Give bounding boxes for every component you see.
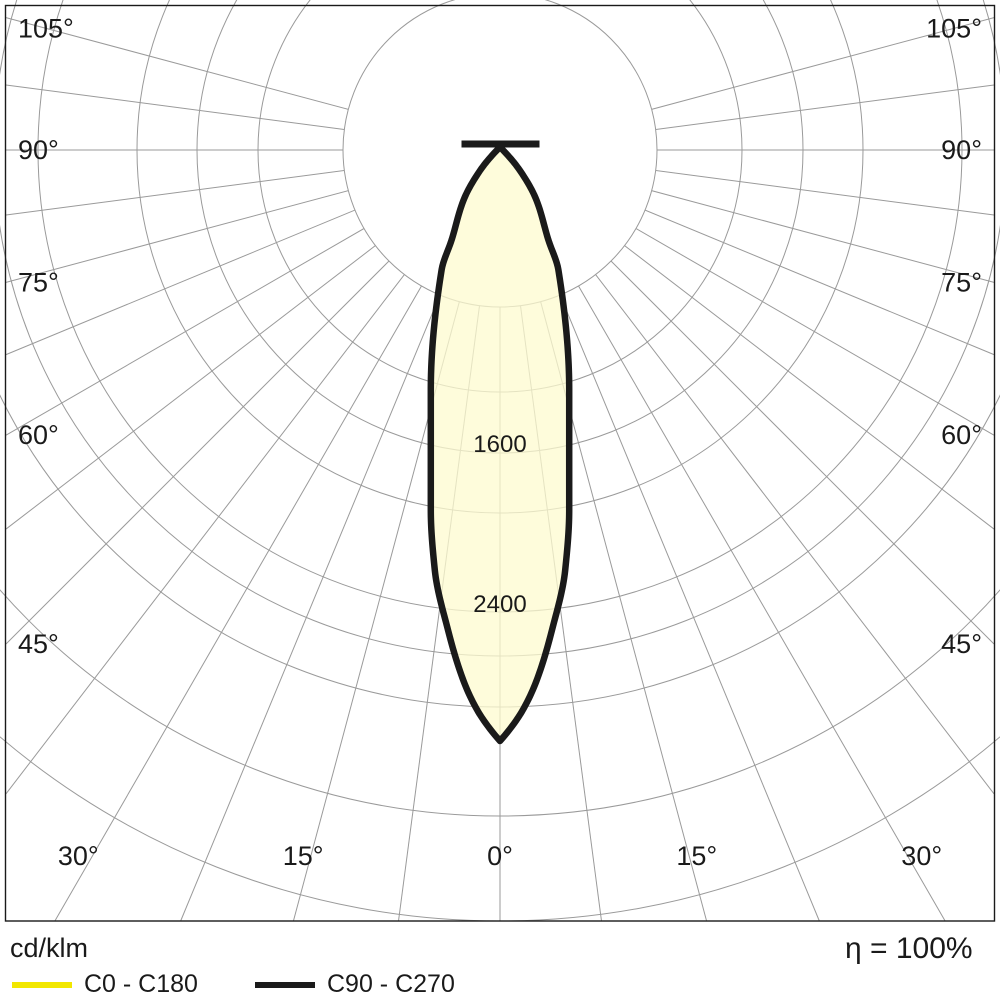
svg-text:2400: 2400 <box>473 591 526 618</box>
svg-text:15°: 15° <box>283 841 324 871</box>
svg-text:30°: 30° <box>58 841 99 871</box>
svg-text:0°: 0° <box>487 841 513 871</box>
svg-text:1600: 1600 <box>473 431 526 458</box>
svg-text:75°: 75° <box>941 267 982 297</box>
svg-text:η = 100%: η = 100% <box>845 932 973 965</box>
svg-text:15°: 15° <box>676 841 717 871</box>
svg-text:60°: 60° <box>941 420 982 450</box>
svg-text:30°: 30° <box>901 841 942 871</box>
svg-text:45°: 45° <box>18 629 59 659</box>
svg-text:C90 - C270: C90 - C270 <box>327 970 455 998</box>
svg-text:C0 - C180: C0 - C180 <box>84 970 198 998</box>
svg-text:cd/klm: cd/klm <box>10 933 88 963</box>
svg-text:60°: 60° <box>18 420 59 450</box>
svg-text:45°: 45° <box>941 629 982 659</box>
svg-text:105°: 105° <box>18 14 74 44</box>
svg-text:105°: 105° <box>926 14 982 44</box>
svg-text:90°: 90° <box>941 135 982 165</box>
svg-text:90°: 90° <box>18 135 59 165</box>
svg-text:75°: 75° <box>18 267 59 297</box>
